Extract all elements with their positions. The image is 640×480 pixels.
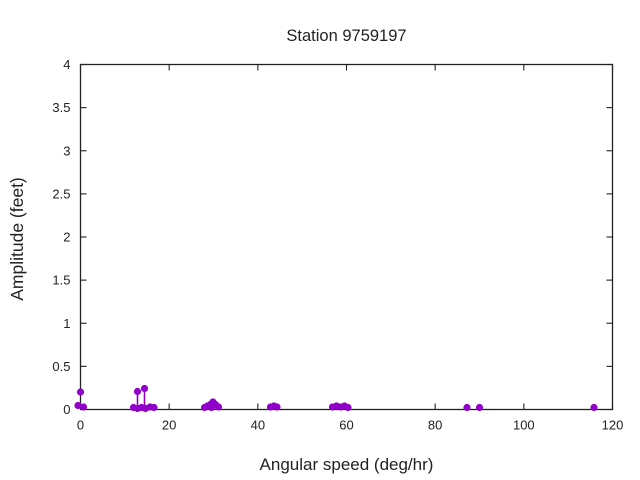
- svg-text:1.5: 1.5: [52, 273, 70, 288]
- svg-text:80: 80: [428, 418, 442, 433]
- svg-text:2.5: 2.5: [52, 186, 70, 201]
- svg-text:3.5: 3.5: [52, 100, 70, 115]
- svg-text:4: 4: [63, 57, 70, 72]
- svg-text:0: 0: [77, 418, 84, 433]
- svg-text:120: 120: [602, 418, 624, 433]
- svg-text:20: 20: [162, 418, 176, 433]
- svg-text:0.5: 0.5: [52, 359, 70, 374]
- svg-text:1: 1: [63, 316, 70, 331]
- svg-text:3: 3: [63, 143, 70, 158]
- svg-text:40: 40: [251, 418, 265, 433]
- svg-text:2: 2: [63, 230, 70, 245]
- svg-text:100: 100: [513, 418, 535, 433]
- svg-text:0: 0: [63, 402, 70, 417]
- svg-text:60: 60: [339, 418, 353, 433]
